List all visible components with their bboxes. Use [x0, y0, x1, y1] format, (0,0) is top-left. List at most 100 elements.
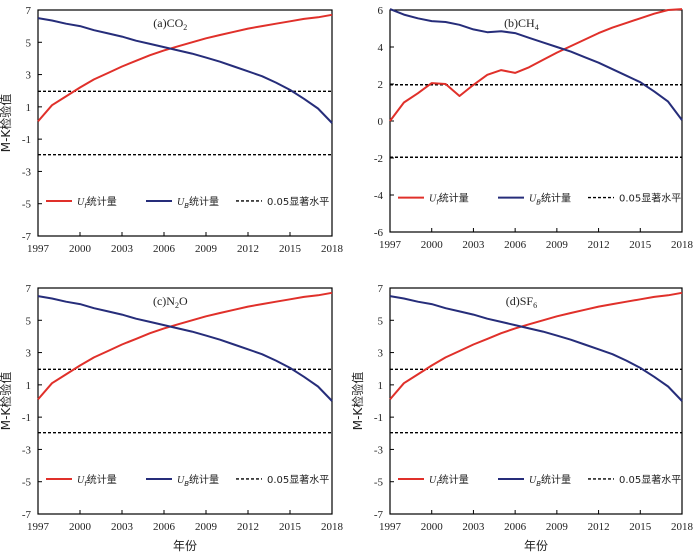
legend-label-uf: Uf统计量 [77, 195, 117, 210]
y-tick-label: -4 [374, 190, 384, 202]
y-tick-label: -2 [374, 153, 383, 165]
x-tick-label: 2003 [462, 239, 485, 251]
x-tick-label: 2000 [421, 239, 444, 251]
y-tick-label: -1 [22, 412, 31, 424]
y-tick-label: -5 [22, 477, 32, 489]
legend-label-ub: UB统计量 [529, 192, 571, 207]
x-tick-label: 2012 [237, 243, 259, 255]
x-tick-label: 1997 [379, 239, 402, 251]
series-line-ub [37, 295, 333, 402]
y-tick-label: 6 [378, 5, 384, 17]
x-tick-label: 1997 [379, 521, 402, 533]
legend: Uf统计量 UB统计量 0.05显著水平 [46, 473, 329, 488]
legend-label-uf: Uf统计量 [429, 473, 469, 488]
x-tick-label: 1997 [27, 521, 50, 533]
y-tick-label: -7 [22, 509, 32, 521]
series-line-ub [389, 295, 683, 402]
legend-label-ub: UB统计量 [177, 195, 219, 210]
y-tick-label: 5 [26, 37, 32, 49]
x-tick-label: 2015 [279, 243, 302, 255]
x-tick-label: 2006 [504, 239, 527, 251]
chart-title: (c)N2O [153, 294, 188, 310]
chart-title: (a)CO2 [153, 16, 187, 32]
y-tick-label: 3 [26, 348, 32, 360]
x-tick-label: 2003 [111, 521, 134, 533]
legend-label-uf: Uf统计量 [77, 473, 117, 488]
x-axis-label: 年份 [524, 539, 548, 553]
y-tick-label: 2 [378, 79, 384, 91]
x-tick-label: 2012 [588, 239, 610, 251]
x-tick-label: 2015 [279, 521, 302, 533]
legend-label-ub: UB统计量 [177, 473, 219, 488]
x-tick-label: 2015 [629, 521, 652, 533]
x-tick-label: 1997 [27, 243, 50, 255]
x-tick-label: 2006 [504, 521, 527, 533]
x-tick-label: 2009 [546, 521, 569, 533]
y-tick-label: -3 [22, 166, 32, 178]
x-tick-label: 2012 [237, 521, 259, 533]
y-tick-label: 1 [26, 380, 32, 392]
series-line-uf [37, 291, 333, 401]
y-tick-label: 4 [378, 42, 384, 54]
y-tick-label: 3 [378, 348, 384, 360]
y-axis-label: M-K检验值 [0, 94, 13, 153]
series-line-uf [389, 8, 683, 122]
series-line-uf [389, 291, 683, 401]
y-tick-label: -3 [374, 444, 384, 456]
legend-label-threshold: 0.05显著水平 [619, 473, 681, 486]
y-tick-label: -5 [22, 199, 32, 211]
legend-label-ub: UB统计量 [529, 473, 571, 488]
y-tick-label: -1 [374, 412, 383, 424]
x-tick-label: 2006 [153, 243, 176, 255]
x-tick-label: 2000 [69, 243, 92, 255]
y-tick-label: 5 [26, 315, 32, 327]
x-tick-label: 2009 [546, 239, 569, 251]
x-tick-label: 2018 [321, 521, 344, 533]
x-tick-label: 2003 [462, 521, 485, 533]
y-tick-label: -5 [374, 477, 384, 489]
series-line-ub [389, 8, 683, 121]
y-tick-label: 5 [378, 315, 384, 327]
y-axis-label: M-K检验值 [0, 372, 13, 431]
x-tick-label: 2000 [421, 521, 444, 533]
legend: Uf统计量 UB统计量 0.05显著水平 [398, 473, 681, 488]
y-tick-label: 3 [26, 70, 32, 82]
series-line-uf [37, 13, 333, 123]
y-tick-label: 1 [378, 380, 384, 392]
legend-label-threshold: 0.05显著水平 [619, 192, 681, 205]
x-axis-label: 年份 [173, 539, 197, 553]
x-tick-label: 2012 [588, 521, 610, 533]
y-tick-label: -7 [22, 231, 32, 243]
y-tick-label: -7 [374, 509, 384, 521]
y-axis-label: M-K检验值 [350, 372, 365, 431]
y-tick-label: 7 [378, 283, 384, 295]
x-tick-label: 2018 [321, 243, 344, 255]
y-tick-label: -1 [22, 134, 31, 146]
x-tick-label: 2000 [69, 521, 92, 533]
x-tick-label: 2003 [111, 243, 134, 255]
legend-label-threshold: 0.05显著水平 [267, 195, 329, 208]
legend-label-threshold: 0.05显著水平 [267, 473, 329, 486]
y-tick-label: 7 [26, 5, 32, 17]
series-line-ub [37, 17, 333, 124]
x-tick-label: 2015 [629, 239, 652, 251]
legend-label-uf: Uf统计量 [429, 192, 469, 207]
legend: Uf统计量 UB统计量 0.05显著水平 [398, 192, 681, 207]
x-tick-label: 2018 [671, 239, 694, 251]
y-tick-label: 7 [26, 283, 32, 295]
x-tick-label: 2006 [153, 521, 176, 533]
chart-title: (b)CH4 [504, 16, 539, 32]
x-tick-label: 2009 [195, 243, 218, 255]
chart-title: (d)SF6 [506, 294, 537, 310]
legend: Uf统计量 UB统计量 0.05显著水平 [46, 195, 329, 210]
y-tick-label: -3 [22, 444, 32, 456]
y-tick-label: -6 [374, 227, 384, 239]
y-tick-label: 0 [378, 116, 384, 128]
y-tick-label: 1 [26, 102, 32, 114]
x-tick-label: 2018 [671, 521, 694, 533]
